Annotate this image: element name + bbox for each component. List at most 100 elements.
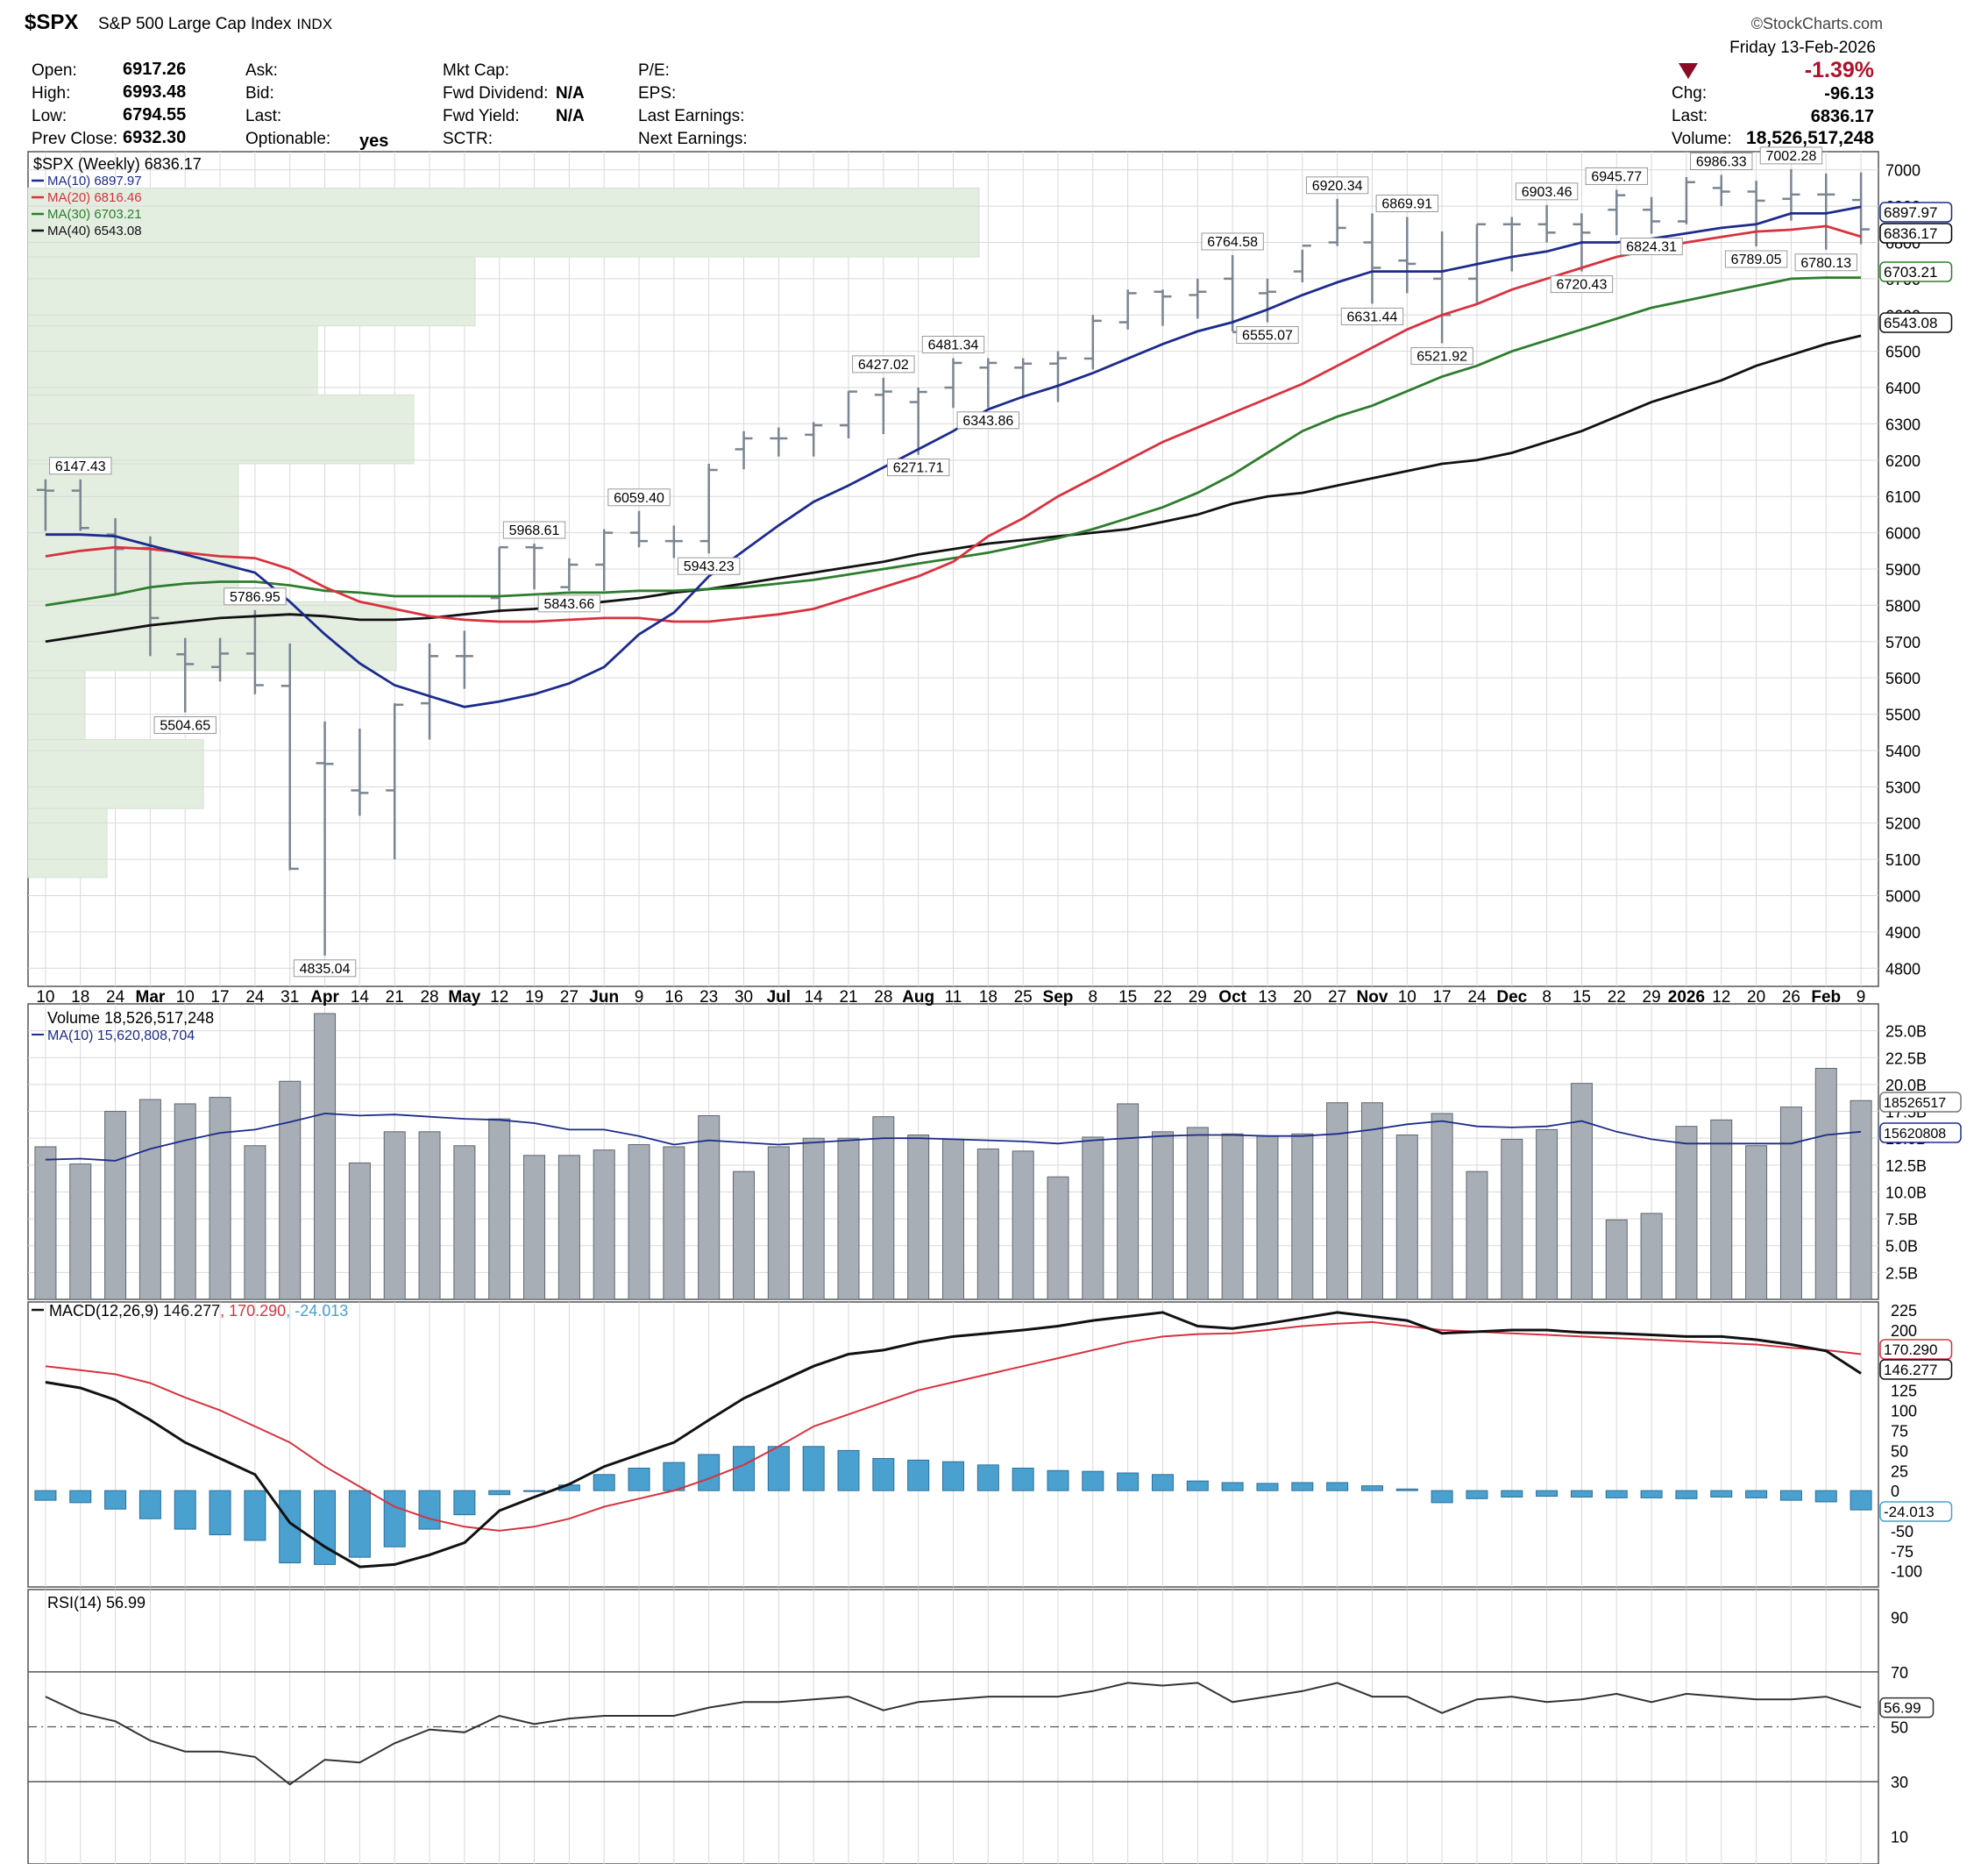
x-tick-label: 18: [71, 988, 89, 1007]
volume-bar: [628, 1144, 650, 1300]
price-label: 5943.23: [684, 559, 735, 574]
macd-histogram-bar: [1536, 1490, 1558, 1498]
x-tick-label: 17: [210, 988, 229, 1007]
volume-bar: [1536, 1128, 1558, 1300]
y-tick-label: 4900: [1885, 924, 1921, 942]
volume-bar: [453, 1145, 476, 1300]
x-tick-label: 8: [1089, 988, 1098, 1007]
volume-panel-title: Volume 18,526,517,248: [47, 1009, 214, 1027]
price-label-box: [607, 488, 671, 507]
volume-label: Volume:: [1672, 130, 1732, 148]
volume-by-price-band: [27, 739, 204, 809]
volume-axis-tag: 15620808: [1884, 1127, 1946, 1142]
price-label: 6343.86: [962, 414, 1013, 429]
y-tick-label: -50: [1891, 1523, 1913, 1540]
high-label: High:: [32, 84, 71, 103]
price-label: 6631.44: [1347, 309, 1398, 324]
x-tick-label: 16: [664, 988, 683, 1007]
macd-histogram-bar: [34, 1490, 57, 1501]
open-label: Open:: [32, 61, 77, 80]
volume-bar: [1640, 1213, 1663, 1300]
brand-logo[interactable]: ©StockCharts.com: [1750, 15, 1883, 32]
macd-histogram-bar: [1082, 1470, 1104, 1491]
price-legend-entry: MA(40) 6543.08: [47, 224, 142, 238]
macd-histogram-bar: [872, 1458, 895, 1491]
price-label-box: [502, 521, 566, 539]
macd-legend-value: , 170.290: [220, 1302, 286, 1320]
x-tick-label: Apr: [310, 988, 339, 1007]
ask-label: Ask:: [245, 61, 278, 80]
rsi-axis-tag: 56.99: [1884, 1700, 1921, 1717]
macd-histogram-bar: [593, 1474, 615, 1491]
macd-histogram-bar: [1186, 1480, 1209, 1491]
y-tick-label: 5900: [1885, 561, 1921, 579]
price-label-box: [921, 336, 985, 354]
x-tick-label: Oct: [1218, 988, 1246, 1007]
macd-histogram-bar: [767, 1446, 790, 1491]
volume-bar: [1151, 1131, 1174, 1300]
fwd-dividend-value: N/A: [556, 84, 585, 103]
y-tick-label: 5600: [1885, 670, 1921, 687]
price-label-box: [49, 457, 112, 475]
x-tick-label: 24: [1467, 988, 1487, 1007]
price-label: 6720.43: [1557, 278, 1608, 293]
macd-histogram-bar: [1360, 1485, 1383, 1491]
x-tick-label: 25: [1014, 988, 1033, 1007]
x-tick-label: 22: [1608, 988, 1626, 1007]
x-tick-label: 27: [1328, 988, 1346, 1007]
y-tick-label: 6400: [1885, 380, 1921, 397]
last-label: Last:: [245, 107, 282, 125]
volume-bar: [872, 1116, 895, 1300]
volume-bar: [279, 1080, 302, 1300]
price-label: 6780.13: [1800, 256, 1851, 271]
x-tick-label: 22: [1154, 988, 1172, 1007]
x-tick-label: 9: [635, 988, 644, 1007]
price-label-box: [1550, 275, 1614, 294]
macd-histogram-bar: [1710, 1490, 1733, 1498]
price-label: 6945.77: [1591, 169, 1642, 184]
price-label: 6481.34: [928, 338, 979, 353]
x-tick-label: 8: [1542, 988, 1551, 1007]
volume-by-price-band: [27, 325, 318, 395]
price-label: 6271.71: [893, 461, 944, 476]
x-tick-label: 18: [979, 988, 998, 1007]
y-tick-label: 5000: [1885, 888, 1921, 906]
volume-by-price-band: [27, 187, 980, 258]
price-label: 7002.28: [1766, 149, 1817, 164]
x-tick-label: 28: [420, 988, 438, 1007]
macd-histogram-bar: [1640, 1490, 1663, 1498]
volume-bar: [1466, 1170, 1488, 1300]
macd-legend-value: 146.277: [163, 1302, 220, 1320]
volume-bar: [976, 1148, 999, 1300]
macd-histogram-bar: [453, 1490, 476, 1516]
x-tick-label: 14: [805, 988, 824, 1007]
high-value: 6993.48: [123, 82, 187, 102]
price-label: 6986.33: [1696, 154, 1747, 169]
volume-by-price-band: [27, 670, 86, 741]
macd-histogram-bar: [1012, 1468, 1034, 1491]
price-label-box: [956, 411, 1020, 430]
macd-histogram-bar: [628, 1468, 650, 1491]
volume-bar: [348, 1162, 371, 1300]
macd-axis-tag-box: [1879, 1339, 1953, 1360]
volume-bar: [1850, 1099, 1872, 1300]
eps-label: EPS:: [638, 84, 677, 103]
volume-bar: [314, 1013, 337, 1300]
chg-label: Chg:: [1672, 84, 1708, 103]
x-tick-label: 23: [699, 988, 718, 1007]
x-tick-label: 29: [1643, 988, 1661, 1007]
mkt-cap-label: Mkt Cap:: [443, 61, 510, 80]
price-label: 6789.05: [1731, 253, 1782, 267]
price-axis-tag: 6703.21: [1884, 264, 1937, 281]
volume-bar: [802, 1137, 825, 1300]
macd-histogram-bar: [1117, 1472, 1140, 1491]
volume-bar: [698, 1114, 721, 1300]
chg-value: -96.13: [1824, 84, 1874, 103]
price-label-box: [1620, 238, 1683, 256]
volume-by-price-band: [27, 463, 239, 534]
price-label: 5786.95: [230, 590, 280, 605]
y-tick-label: 22.5B: [1885, 1049, 1927, 1067]
price-label: 6764.58: [1207, 235, 1258, 250]
x-tick-label: Jul: [767, 988, 791, 1007]
